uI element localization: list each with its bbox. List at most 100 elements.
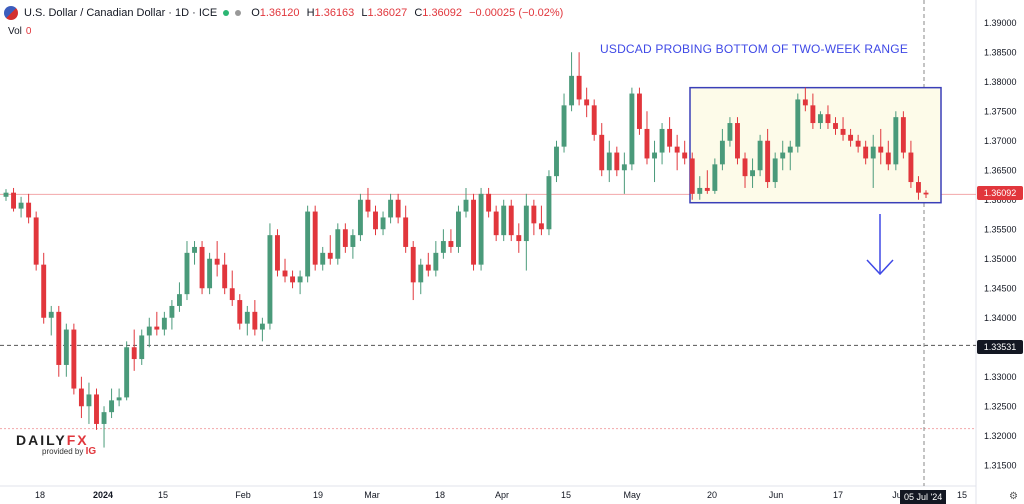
candle-down (229, 288, 235, 301)
candle-down (614, 152, 620, 171)
candle-down (486, 193, 492, 212)
candle-down (275, 235, 280, 271)
price-tick-label: 1.37500 (984, 106, 1017, 116)
arrow-head (866, 259, 894, 276)
candle-up (629, 93, 635, 165)
candle-up (116, 397, 122, 401)
candle-up (184, 252, 190, 295)
time-tick-label: 2024 (93, 490, 113, 500)
last-price-label: 1.36092 (977, 186, 1023, 200)
candle-down (11, 192, 16, 209)
candle-up (561, 105, 567, 147)
close-value: 1.36092 (422, 7, 463, 19)
price-tick-label: 1.38500 (984, 47, 1017, 57)
price-tick-label: 1.38000 (984, 77, 1017, 87)
candle-down (599, 134, 605, 171)
time-tick-label: Jul (892, 490, 904, 500)
time-tick-label: Feb (235, 490, 251, 500)
candle-down (923, 192, 929, 195)
candle-up (433, 252, 439, 271)
candle-down (282, 270, 288, 277)
candle-up (335, 229, 341, 259)
candle-down (742, 158, 748, 177)
data-status-icon (235, 10, 242, 16)
candle-down (71, 329, 77, 389)
candle-up (750, 170, 756, 177)
candle-up (817, 114, 823, 124)
candle-up (63, 329, 69, 365)
candle-down (900, 117, 906, 153)
candle-down (425, 264, 431, 271)
time-tick-label: 17 (833, 490, 843, 500)
level-price-label: 1.33531 (977, 340, 1023, 354)
time-tick-label: 20 (707, 490, 717, 500)
candle-down (290, 276, 296, 283)
candle-up (305, 211, 311, 277)
candle-down (802, 99, 808, 106)
candle-down (810, 105, 816, 124)
price-tick-label: 1.35000 (984, 254, 1017, 264)
candle-up (456, 211, 461, 247)
range-rectangle (689, 86, 942, 204)
candle-up (727, 123, 733, 141)
time-tick-label: 15 (561, 490, 571, 500)
candle-down (94, 394, 99, 424)
candle-down (644, 128, 650, 159)
market-status-icon (223, 10, 230, 16)
candle-down (26, 202, 32, 218)
candle-up (146, 326, 152, 336)
candle-up (780, 152, 786, 159)
candle-up (463, 199, 469, 212)
candle-down (825, 114, 831, 124)
horizontal-levels (0, 0, 976, 486)
candle-up (440, 241, 446, 253)
crosshair-date-label: 05 Jul '24 (900, 490, 947, 504)
candle-up (192, 246, 197, 253)
candle-up (161, 317, 167, 330)
ohlc-readout: O1.36120 H1.36163 L1.36027 C1.36092 −0.0… (251, 7, 564, 19)
candle-up (169, 305, 175, 318)
time-tick-label: Jun (769, 490, 784, 500)
candle-up (523, 205, 529, 242)
candle-down (448, 241, 454, 247)
candle-down (538, 223, 544, 230)
candle-up (712, 164, 718, 191)
candle-down (214, 258, 220, 265)
candle-up (259, 323, 265, 330)
candle-up (48, 311, 54, 318)
settings-gear-icon[interactable]: ⚙ (1009, 491, 1018, 502)
candle-down (576, 75, 582, 100)
candle-down (199, 246, 205, 289)
candle-up (569, 75, 575, 106)
down-arrow-icon (866, 214, 894, 276)
candle-down (636, 93, 642, 129)
candle-up (86, 394, 92, 407)
candle-down (878, 146, 884, 153)
candle-up (652, 152, 657, 159)
candle-down (33, 217, 39, 265)
candle-down (531, 205, 537, 224)
candle-up (870, 146, 876, 159)
candle-up (109, 400, 115, 413)
usd-cad-flag-icon (4, 6, 18, 20)
candle-up (757, 140, 763, 171)
candle-up (606, 152, 612, 171)
candle-up (772, 158, 778, 183)
candle-down (704, 187, 710, 191)
candle-down (516, 235, 522, 242)
dailyfx-logo: DAILYFX provided by IG (16, 432, 97, 457)
candle-up (554, 146, 559, 177)
candle-down (493, 211, 499, 236)
candle-down (365, 199, 371, 212)
candle-down (403, 217, 409, 247)
time-tick-label: 18 (435, 490, 445, 500)
candle-down (863, 146, 869, 159)
candle-down (833, 123, 838, 129)
volume-readout: Vol 0 (8, 26, 32, 37)
candle-up (244, 311, 250, 324)
candle-down (689, 158, 695, 194)
symbol-title[interactable]: U.S. Dollar / Canadian Dollar · 1D · ICE (24, 7, 218, 19)
candle-down (312, 211, 318, 265)
candle-up (388, 199, 394, 218)
